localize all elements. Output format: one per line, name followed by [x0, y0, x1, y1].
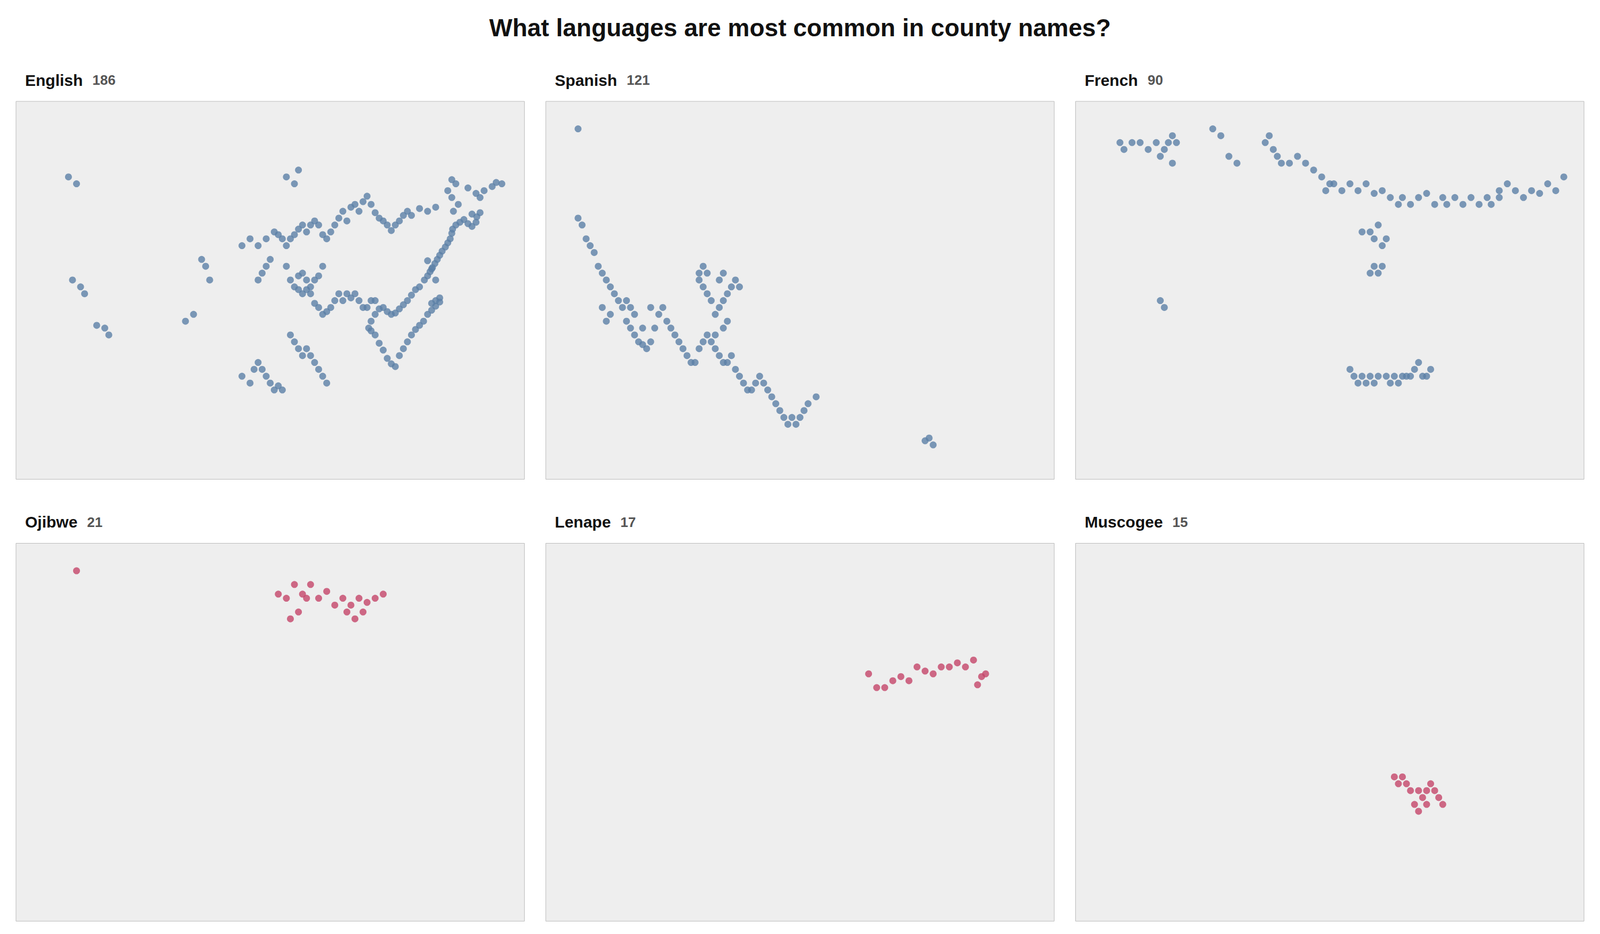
svg-text:Lenape: Lenape: [554, 513, 611, 531]
svg-text:Spanish: Spanish: [554, 71, 618, 90]
svg-text:English: English: [25, 71, 83, 90]
svg-text:Ojibwe: Ojibwe: [25, 513, 78, 531]
svg-text:121: 121: [626, 72, 650, 88]
svg-text:French: French: [1084, 71, 1139, 90]
svg-text:17: 17: [620, 514, 636, 531]
svg-text:186: 186: [92, 72, 116, 88]
svg-text:What languages are most common: What languages are most common in county…: [489, 13, 1111, 42]
svg-text:90: 90: [1147, 72, 1164, 88]
svg-text:21: 21: [86, 514, 103, 531]
svg-text:15: 15: [1172, 514, 1188, 531]
svg-text:Muscogee: Muscogee: [1084, 513, 1164, 531]
